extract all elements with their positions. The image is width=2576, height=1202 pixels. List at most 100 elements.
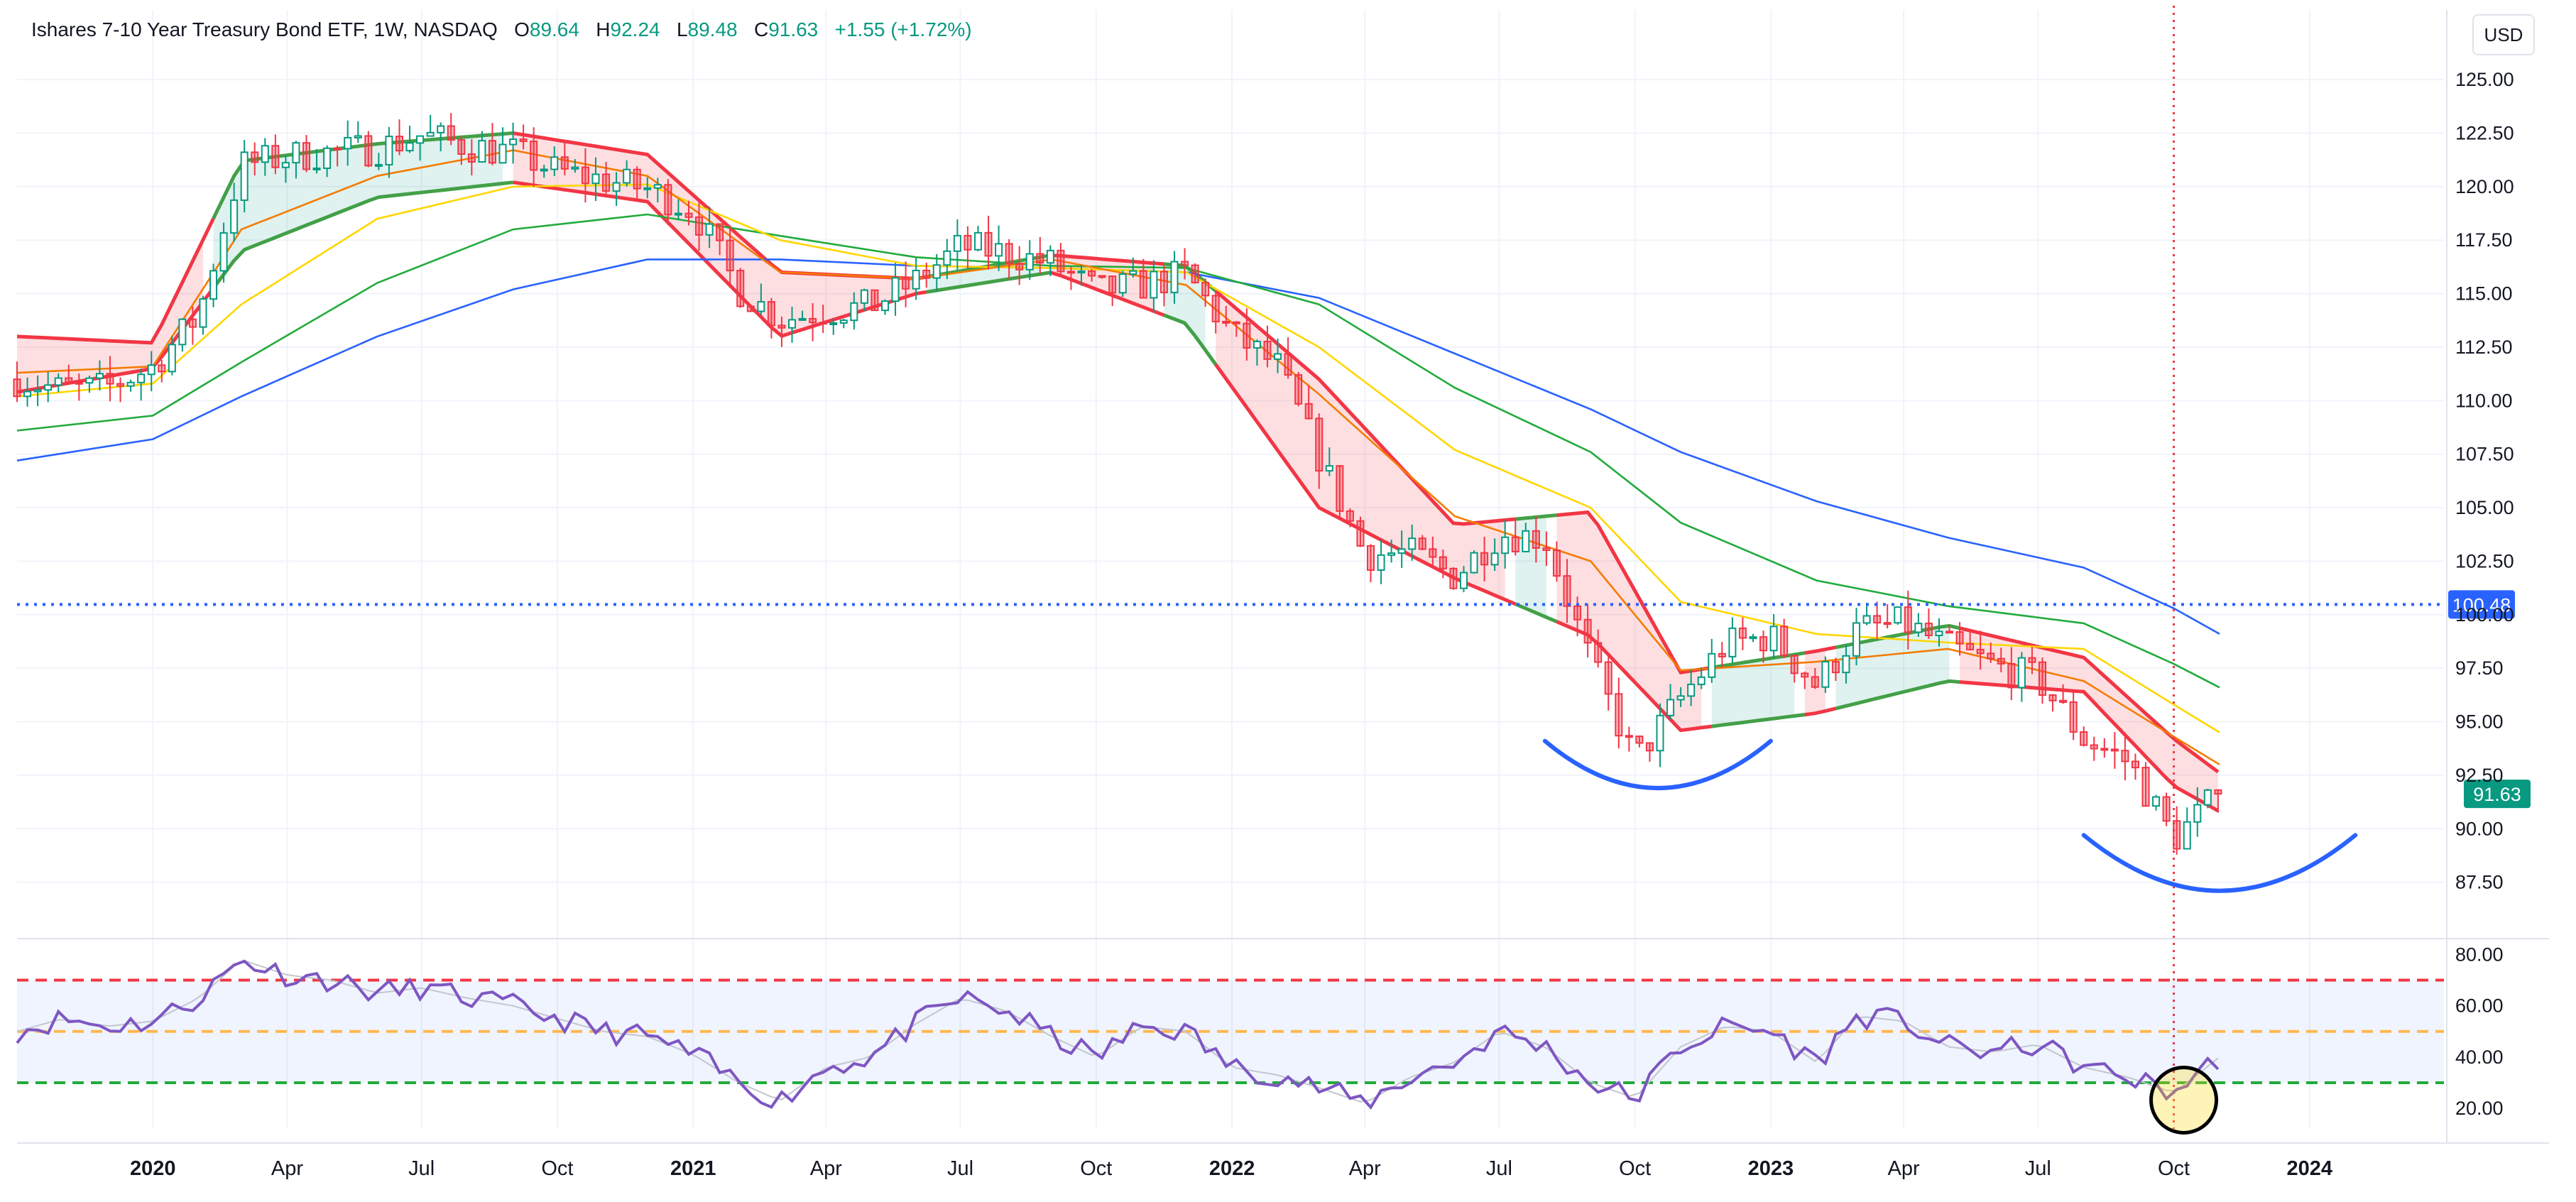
candle-body [871, 289, 879, 312]
candle-body [1397, 548, 1406, 554]
close-label: C [753, 18, 769, 40]
time-tick-label: Apr [1349, 1157, 1381, 1180]
candle-body [75, 381, 83, 385]
candle-body [1150, 271, 1158, 299]
candle-body [126, 381, 135, 387]
candle-body [1759, 636, 1768, 652]
candle-body [65, 377, 73, 383]
candle-body [437, 125, 445, 133]
rsi-tick-label: 40.00 [2455, 1047, 2504, 1068]
candle-body [178, 318, 187, 346]
band-upper-line [1050, 253, 1164, 266]
candle-body [674, 212, 682, 216]
price-tick-label: 105.00 [2455, 497, 2514, 518]
candle-body [137, 373, 146, 383]
candle-body [1883, 622, 1892, 625]
candle-body [809, 317, 817, 324]
candle-body [457, 139, 466, 155]
time-tick-label: Oct [1080, 1157, 1112, 1180]
candle-body [819, 322, 827, 325]
candle-body [1325, 465, 1333, 472]
candle-body [943, 250, 951, 266]
candle-body [1336, 465, 1344, 512]
band-upper-line [1556, 510, 1713, 674]
time-tick-label: Apr [810, 1157, 842, 1180]
band-upper-line [1214, 289, 1516, 526]
candle-body [509, 138, 518, 146]
candle-body [426, 131, 435, 137]
candle-body [13, 378, 21, 398]
price-tick-label: 90.00 [2455, 818, 2504, 839]
candle-body [1687, 683, 1696, 697]
candle-body [2090, 744, 2098, 750]
candle-body [1490, 552, 1499, 566]
candles [13, 113, 2222, 855]
candle-body [1852, 622, 1861, 657]
candle-body [839, 319, 848, 324]
grid [17, 10, 2549, 1144]
candle-body [106, 373, 114, 385]
price-tick-label: 95.00 [2455, 711, 2504, 733]
time-tick-label: Apr [1887, 1157, 1919, 1180]
currency-button[interactable]: USD [2472, 14, 2535, 55]
candle-body [550, 156, 559, 170]
candle-body [1749, 636, 1757, 640]
candle-body [168, 344, 176, 373]
candle-body [860, 289, 868, 304]
candle-body [1066, 271, 1075, 274]
rsi-line [16, 959, 2220, 1110]
candle-body [1088, 270, 1096, 277]
candle-body [1594, 642, 1603, 663]
candle-body [1676, 695, 1685, 701]
candle-body [612, 182, 621, 192]
candle-body [746, 305, 755, 312]
candle-body [188, 318, 197, 328]
axes: 87.50 90.00 92.50 95.00 97.50 100.00 102.50 105… [130, 69, 2514, 1180]
candle-body [1429, 548, 1437, 558]
candle-body [1976, 648, 1985, 655]
rsi-circle-marker [2149, 1065, 2219, 1135]
candle-body [1914, 623, 1923, 633]
rsi-pane [16, 959, 2444, 1135]
candle-body [1181, 261, 1189, 266]
candle-body [1542, 547, 1551, 552]
candle-body [2141, 767, 2150, 807]
time-tick-label: Oct [1619, 1157, 1651, 1180]
candle-body [1583, 618, 1592, 644]
candle-body [488, 140, 496, 164]
candle-body [312, 167, 321, 170]
candle-body [581, 166, 589, 185]
candle-body [519, 138, 528, 143]
time-tick-label: Jul [947, 1157, 973, 1180]
candle-body [1697, 676, 1705, 685]
change-value: +1.55 (+1.72%) [834, 18, 972, 40]
candle-body [1997, 657, 2005, 665]
price-tick-label: 125.00 [2455, 69, 2514, 90]
price-tick-label: 112.50 [2455, 337, 2513, 358]
candle-body [850, 302, 858, 322]
candle-body [292, 142, 300, 164]
candle-body [199, 298, 207, 328]
candle-body [664, 184, 672, 216]
candle-body [498, 143, 507, 164]
candle-body [973, 231, 982, 251]
open-value: 89.64 [529, 18, 579, 40]
candle-body [302, 142, 311, 170]
band-fill [1711, 655, 1795, 727]
candle-body [1263, 340, 1272, 360]
band-lower-line [212, 180, 513, 290]
candle-body [995, 243, 1003, 257]
candle-body [385, 136, 393, 166]
candle-body [85, 377, 94, 384]
symbol-title: Ishares 7-10 Year Treasury Bond ETF, 1W,… [31, 18, 498, 40]
candle-body [1015, 263, 1024, 271]
candle-body [643, 187, 652, 190]
symbol-header: Ishares 7-10 Year Treasury Bond ETF, 1W,… [31, 18, 972, 41]
candle-body [447, 125, 455, 141]
high-value: 92.24 [610, 18, 660, 40]
ema-yellow-line [16, 183, 2220, 733]
band-upper-line [1959, 626, 2220, 774]
candle-body [1790, 655, 1799, 674]
